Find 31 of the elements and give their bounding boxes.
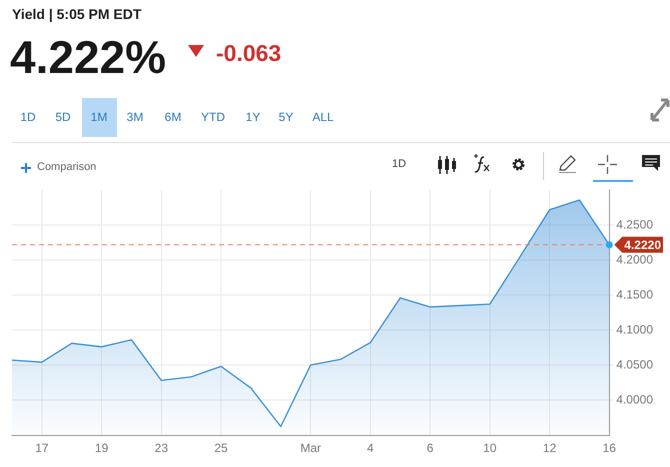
text: -0.063: [216, 40, 282, 67]
ref-line-label: 4.2220: [624, 238, 662, 252]
x-tick-label: 25: [214, 441, 228, 456]
chart-title: Yield | 5:05 PM EDT: [12, 6, 142, 22]
text: 5D: [54, 110, 72, 124]
text: Comparison: [37, 161, 96, 173]
text: 4.222%: [10, 30, 166, 84]
y-tick-label: 4.2000: [616, 252, 654, 266]
text: 5Y: [278, 110, 294, 124]
text: 1D: [19, 110, 37, 124]
x-tick-label: 4: [367, 441, 374, 456]
text: 6M: [164, 110, 182, 124]
x-tick-label: 17: [35, 441, 49, 456]
x-tick-label: 10: [483, 441, 497, 456]
text: 1D: [392, 158, 406, 170]
x-tick-label: 19: [94, 441, 109, 456]
y-tick-label: 4.2500: [616, 217, 654, 232]
text: 3M: [126, 110, 144, 124]
y-tick-label: 4.0500: [616, 357, 654, 372]
x-tick-label: 12: [542, 441, 557, 456]
text: 1Y: [244, 110, 262, 124]
text: ALL: [311, 110, 335, 124]
y-tick-label: 4.1500: [616, 287, 654, 302]
y-tick-label: 4.0000: [616, 392, 654, 406]
x-tick-label: 6: [426, 441, 434, 456]
x-tick-label: 23: [154, 441, 168, 456]
text: YTD: [200, 110, 226, 124]
y-tick-label: 4.1000: [616, 322, 654, 336]
text: 1M: [90, 110, 108, 124]
x-tick-label: 16: [602, 441, 616, 456]
x-tick-label: Mar: [300, 441, 321, 456]
